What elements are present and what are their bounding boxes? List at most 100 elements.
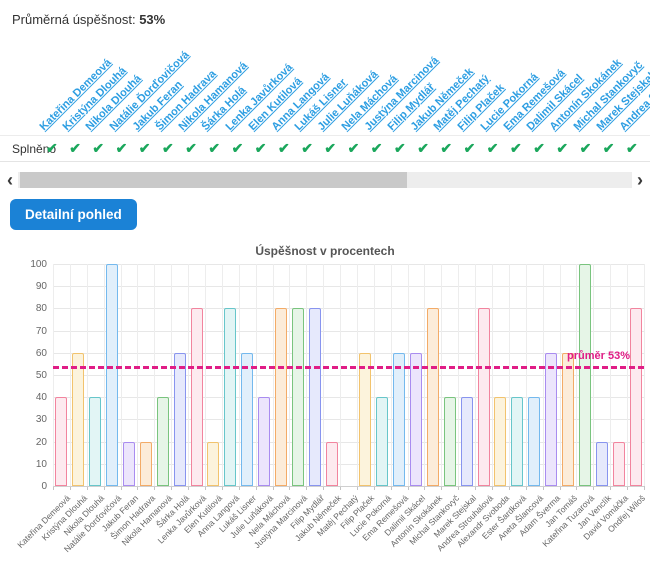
check-icon: ✔ <box>185 140 197 156</box>
average-success-label: Průměrná úspěšnost: <box>12 12 136 27</box>
x-axis-tick <box>424 486 426 490</box>
x-axis-tick <box>53 486 54 490</box>
chart-bar <box>545 352 558 486</box>
y-axis-tick-label: 100 <box>30 259 47 270</box>
x-axis-tick <box>610 486 612 490</box>
check-icon: ✔ <box>138 140 151 156</box>
check-icon: ✔ <box>92 140 105 156</box>
chart-bar <box>612 441 625 486</box>
x-axis-tick <box>576 486 578 490</box>
x-axis-tick <box>137 486 139 490</box>
gridline <box>255 264 257 486</box>
chart-bar <box>190 308 203 486</box>
x-axis-tick <box>441 486 443 490</box>
gridline <box>53 286 644 288</box>
gridline <box>340 264 342 486</box>
check-icon: ✔ <box>626 140 638 156</box>
chart-bar <box>528 397 541 486</box>
scrollbar-track[interactable] <box>18 172 632 188</box>
check-icon: ✔ <box>394 140 406 156</box>
scroll-right-icon[interactable]: › <box>637 170 643 190</box>
x-axis-tick <box>407 486 409 490</box>
gridline <box>644 264 645 486</box>
x-axis-tick <box>340 486 342 490</box>
check-icon: ✔ <box>46 140 58 156</box>
y-axis-tick-label: 30 <box>35 414 47 426</box>
gridline <box>53 397 644 399</box>
x-axis-tick <box>289 486 291 490</box>
chart-bar <box>55 397 68 486</box>
gridline <box>289 264 291 486</box>
y-axis-tick-label: 90 <box>35 281 47 293</box>
check-icon: ✔ <box>579 140 592 156</box>
chart-bar <box>443 397 456 486</box>
gridline <box>508 264 510 486</box>
gridline <box>390 264 392 486</box>
gridline <box>53 308 644 310</box>
gridline <box>424 264 426 486</box>
y-axis-tick-label: 50 <box>35 370 47 381</box>
x-axis-tick <box>86 486 88 490</box>
x-axis-tick <box>644 486 645 490</box>
chart-bar <box>106 264 119 486</box>
gridline <box>559 264 561 486</box>
check-icon: ✔ <box>254 140 267 156</box>
x-axis-tick <box>508 486 510 490</box>
y-axis-tick-label: 40 <box>35 392 47 404</box>
average-success-value: 53% <box>139 12 166 27</box>
gridline <box>53 330 644 332</box>
horizontal-scrollbar[interactable]: ‹ › <box>2 171 648 189</box>
check-icon: ✔ <box>463 140 476 156</box>
detail-view-button[interactable]: Detailní pohled <box>10 199 137 230</box>
x-axis-tick <box>593 486 595 490</box>
gridline <box>103 264 105 486</box>
check-icon: ✔ <box>417 140 429 156</box>
gridline <box>53 463 644 465</box>
chart-bar <box>460 397 473 486</box>
check-icon: ✔ <box>486 140 499 156</box>
chart-bar <box>173 352 186 486</box>
chart-bar <box>410 352 423 486</box>
y-axis-tick-label: 70 <box>35 325 47 337</box>
chart-bar <box>494 397 507 486</box>
x-axis-line <box>53 486 644 487</box>
success-chart: Úspěšnost v procentech 0 10 20 30 40 50 60 70 80… <box>0 238 650 565</box>
y-axis-tick-label: 0 <box>41 481 47 492</box>
y-axis-tick-label: 20 <box>35 436 47 448</box>
gridline <box>221 264 223 486</box>
x-axis-tick <box>492 486 494 490</box>
gridline <box>593 264 595 486</box>
gridline <box>188 264 190 486</box>
average-line-label: průměr 53% <box>567 350 630 363</box>
chart-bar <box>122 441 135 486</box>
chart-bar <box>595 441 608 486</box>
x-axis-tick <box>390 486 392 490</box>
check-icon: ✔ <box>440 140 453 156</box>
check-icon: ✔ <box>69 140 81 156</box>
scroll-left-icon[interactable]: ‹ <box>7 170 13 190</box>
average-success-row: Průměrná úspěšnost: 53% <box>12 12 165 27</box>
completed-row-label: Splněno <box>12 142 57 156</box>
chart-bar <box>325 441 338 486</box>
check-icon: ✔ <box>278 140 290 156</box>
check-icon: ✔ <box>231 140 244 156</box>
chart-title: Úspěšnost v procentech <box>255 244 395 258</box>
gridline <box>204 264 206 486</box>
x-axis-tick <box>120 486 122 490</box>
x-axis-tick <box>171 486 173 490</box>
chart-bar <box>562 352 574 486</box>
x-axis-tick <box>154 486 156 490</box>
chart-bar <box>511 397 524 486</box>
gridline <box>441 264 443 486</box>
chart-bar <box>156 397 169 486</box>
x-axis-tick <box>272 486 274 490</box>
scrollbar-thumb[interactable] <box>20 172 407 188</box>
gridline <box>272 264 274 486</box>
gridline <box>69 264 71 486</box>
x-axis-tick <box>238 486 240 490</box>
chart-bar <box>629 308 642 486</box>
student-names-header: Kateřina Demeová Kristýna Dlouhá Nikola Dl… <box>0 40 650 135</box>
gridline <box>120 264 122 486</box>
gridline <box>306 264 308 486</box>
gridline <box>53 419 644 421</box>
